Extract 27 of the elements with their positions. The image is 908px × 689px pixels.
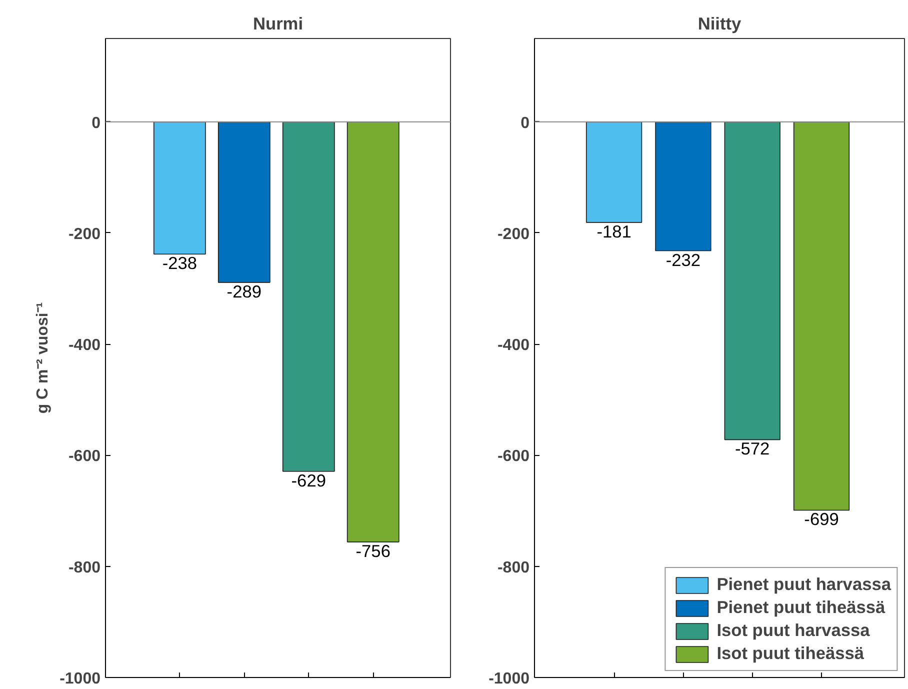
y-tick-label: -1000 bbox=[488, 670, 530, 688]
chart-title: Niitty bbox=[698, 14, 742, 34]
y-tick-label: 0 bbox=[92, 114, 101, 132]
data-label: -238 bbox=[162, 253, 198, 274]
data-label: -629 bbox=[291, 470, 326, 490]
y-tick-label: -600 bbox=[497, 448, 530, 466]
legend-label: Pienet puut harvassa bbox=[716, 574, 891, 595]
y-tick-label: -800 bbox=[497, 559, 530, 576]
y-tick-label: -400 bbox=[497, 337, 530, 354]
data-label: -181 bbox=[596, 221, 632, 242]
y-tick-label: 0 bbox=[520, 114, 530, 132]
data-label: -232 bbox=[666, 250, 701, 270]
y-tick-label: -1000 bbox=[60, 670, 101, 688]
data-label: -572 bbox=[735, 438, 770, 459]
y-tick-label: -400 bbox=[68, 337, 101, 354]
y-tick-label: -600 bbox=[68, 448, 101, 466]
legend-label: Pienet puut tiheässä bbox=[716, 597, 886, 618]
data-label: -289 bbox=[226, 281, 262, 302]
data-label: -756 bbox=[356, 540, 390, 561]
legend-label: Isot puut tiheässä bbox=[716, 643, 864, 664]
y-tick-label: -800 bbox=[68, 559, 101, 576]
y-tick-label: -200 bbox=[497, 226, 530, 243]
y-axis-title: g C m⁻² vuosi⁻¹ bbox=[34, 302, 52, 414]
chart-title: Nurmi bbox=[252, 14, 304, 34]
legend-label: Isot puut harvassa bbox=[716, 620, 870, 641]
data-label: -699 bbox=[804, 509, 839, 530]
y-tick-label: -200 bbox=[68, 226, 101, 243]
